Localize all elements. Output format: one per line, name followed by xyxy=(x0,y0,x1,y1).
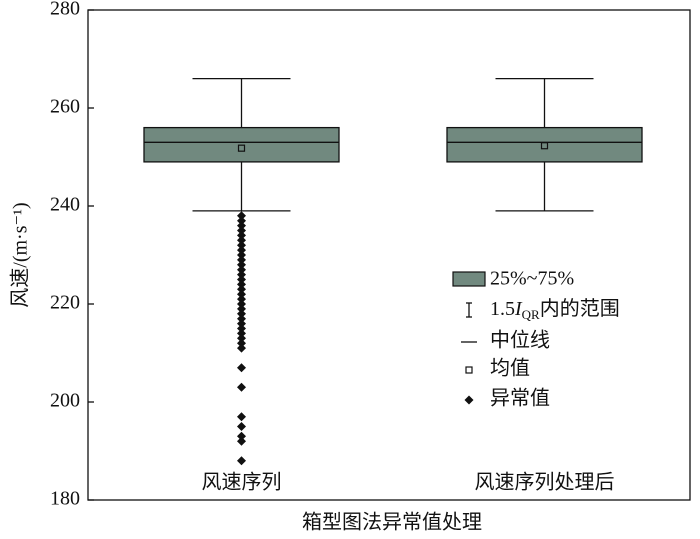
mean xyxy=(237,144,246,152)
box xyxy=(446,126,643,163)
outlier xyxy=(237,343,246,353)
outlier xyxy=(237,436,246,446)
outlier xyxy=(237,328,246,338)
mean xyxy=(540,142,549,150)
legend-label-part: 内的范围 xyxy=(540,297,620,320)
x-tick-label: 风速序列处理后 xyxy=(475,471,615,494)
y-axis-title: 风速/(m·s⁻¹) xyxy=(9,202,32,307)
y-tick-label: 220 xyxy=(50,292,80,314)
x-tick-label: 风速序列 xyxy=(202,471,282,494)
legend-label-part: 1.5 xyxy=(490,298,515,320)
y-tick-label: 180 xyxy=(50,488,80,510)
outlier xyxy=(237,226,246,235)
outlier xyxy=(237,211,246,221)
outlier xyxy=(237,382,246,392)
outlier xyxy=(237,333,246,343)
outlier xyxy=(237,284,246,294)
legend-label: 25%~75% xyxy=(490,268,574,290)
outlier xyxy=(237,260,246,270)
outlier xyxy=(237,270,246,280)
outlier xyxy=(237,314,246,324)
y-tick-label: 240 xyxy=(50,194,80,216)
legend-label-part: I xyxy=(514,298,523,320)
y-tick-label: 200 xyxy=(50,390,80,412)
legend-label: 1.5IQR内的范围 xyxy=(490,297,620,322)
legend-outlier-swatch xyxy=(464,395,474,405)
y-tick-label: 280 xyxy=(50,0,80,20)
outlier xyxy=(237,230,246,240)
plot-frame xyxy=(87,9,691,501)
outlier xyxy=(237,265,246,275)
outlier xyxy=(237,245,246,255)
outlier xyxy=(237,221,246,231)
outlier xyxy=(237,456,246,466)
outlier xyxy=(237,255,246,265)
outlier xyxy=(237,304,246,314)
legend-box-swatch xyxy=(452,271,486,287)
y-tick-label: 260 xyxy=(50,96,80,118)
outlier xyxy=(237,422,246,431)
outlier xyxy=(237,324,246,333)
x-axis-title: 箱型图法异常值处理 xyxy=(302,511,482,534)
outlier xyxy=(237,216,246,226)
outlier xyxy=(237,294,246,304)
outlier xyxy=(237,299,246,309)
legend-label: 均值 xyxy=(490,357,530,380)
outlier xyxy=(237,338,246,348)
outlier xyxy=(237,275,246,284)
legend-label: 异常值 xyxy=(490,387,550,410)
outlier xyxy=(237,289,246,299)
legend-label: 中位线 xyxy=(490,329,550,352)
legend-mean-swatch xyxy=(465,366,473,374)
outlier xyxy=(237,319,246,329)
outlier xyxy=(237,431,246,441)
outlier xyxy=(237,279,246,289)
outlier xyxy=(237,235,246,245)
outlier xyxy=(237,250,246,260)
legend-label-part: QR xyxy=(522,307,540,322)
outlier xyxy=(237,412,246,422)
outlier xyxy=(237,309,246,319)
outlier xyxy=(237,363,246,373)
outlier xyxy=(237,240,246,250)
